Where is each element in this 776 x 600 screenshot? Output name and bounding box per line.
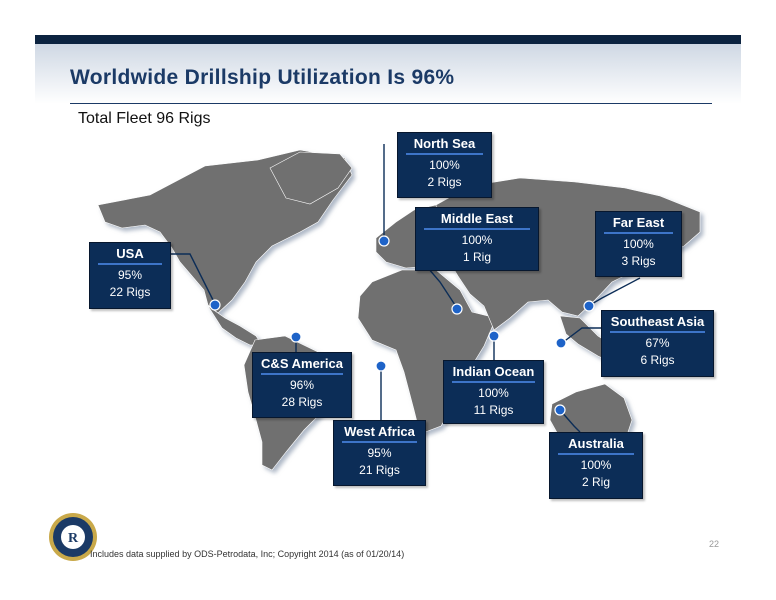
region-utilization: 67%: [645, 336, 670, 350]
region-box-middle-east: Middle East 100% 1 Rig: [415, 207, 539, 271]
region-underline: [604, 232, 673, 234]
title-rule: [70, 103, 712, 104]
region-box-southeast-asia: Southeast Asia 67% 6 Rigs: [601, 310, 714, 377]
header-band: [35, 44, 741, 104]
connector-far-east: [589, 277, 641, 306]
marker-north-sea: [378, 235, 390, 247]
continent-greenland: [269, 151, 353, 205]
region-utilization: 100%: [623, 237, 654, 251]
marker-usa: [209, 299, 221, 311]
region-rig-count: 22 Rigs: [109, 285, 151, 299]
region-utilization: 95%: [367, 446, 392, 460]
region-name: Far East: [612, 215, 665, 230]
region-underline: [452, 381, 535, 383]
region-name: West Africa: [344, 424, 415, 439]
region-name: Indian Ocean: [452, 364, 535, 379]
region-box-west-africa: West Africa 95% 21 Rigs: [333, 420, 426, 486]
region-utilization: 100%: [429, 158, 460, 172]
region-utilization: 100%: [461, 233, 493, 247]
region-rig-count: 21 Rigs: [359, 463, 400, 477]
region-rig-count: 2 Rigs: [427, 175, 462, 189]
region-underline: [558, 453, 634, 455]
region-utilization: 95%: [117, 268, 143, 282]
page-title: Worldwide Drillship Utilization Is 96%: [70, 66, 455, 89]
connector-australia: [559, 409, 581, 433]
region-box-north-sea: North Sea 100% 2 Rigs: [397, 132, 492, 198]
region-name: C&S America: [261, 356, 343, 371]
continent-central-america: [207, 305, 263, 346]
region-box-indian-ocean: Indian Ocean 100% 11 Rigs: [443, 360, 544, 424]
marker-middle-east: [451, 303, 463, 315]
region-underline: [406, 153, 483, 155]
region-rig-count: 28 Rigs: [281, 395, 323, 409]
connector-usa: [170, 253, 216, 305]
company-seal-logo: R: [49, 513, 97, 561]
region-box-usa: USA 95% 22 Rigs: [89, 242, 171, 309]
region-rig-count: 6 Rigs: [640, 353, 675, 367]
region-underline: [424, 228, 530, 230]
region-rig-count: 11 Rigs: [473, 403, 514, 417]
region-box-australia: Australia 100% 2 Rig: [549, 432, 643, 499]
footer-note: Includes data supplied by ODS-Petrodata,…: [90, 549, 405, 559]
region-underline: [98, 263, 162, 265]
marker-west-africa: [375, 360, 387, 372]
region-box-far-east: Far East 100% 3 Rigs: [595, 211, 682, 277]
region-rig-count: 2 Rig: [581, 475, 610, 489]
subtitle: Total Fleet 96 Rigs: [78, 110, 211, 127]
region-box-cs-america: C&S America 96% 28 Rigs: [252, 352, 352, 418]
marker-australia: [554, 404, 566, 416]
marker-far-east: [583, 300, 595, 312]
marker-southeast-asia: [555, 337, 567, 349]
region-rig-count: 3 Rigs: [621, 254, 656, 268]
region-utilization: 96%: [289, 378, 315, 392]
region-name: Middle East: [440, 211, 514, 226]
connector-southeast-asia: [561, 327, 602, 344]
region-name: Australia: [568, 436, 624, 451]
region-underline: [261, 373, 343, 375]
region-underline: [342, 441, 417, 443]
region-name: USA: [116, 246, 144, 261]
page-number: 22: [709, 539, 720, 549]
marker-indian-ocean: [488, 330, 500, 342]
logo-letter: R: [68, 531, 79, 546]
region-utilization: 100%: [478, 386, 509, 400]
region-utilization: 100%: [580, 458, 612, 472]
region-underline: [610, 331, 705, 333]
top-bar: [35, 35, 741, 44]
region-rig-count: 1 Rig: [462, 250, 491, 264]
region-name: North Sea: [413, 136, 476, 151]
connector-middle-east: [427, 267, 458, 309]
region-name: Southeast Asia: [610, 314, 705, 329]
marker-cs-america: [290, 331, 302, 343]
